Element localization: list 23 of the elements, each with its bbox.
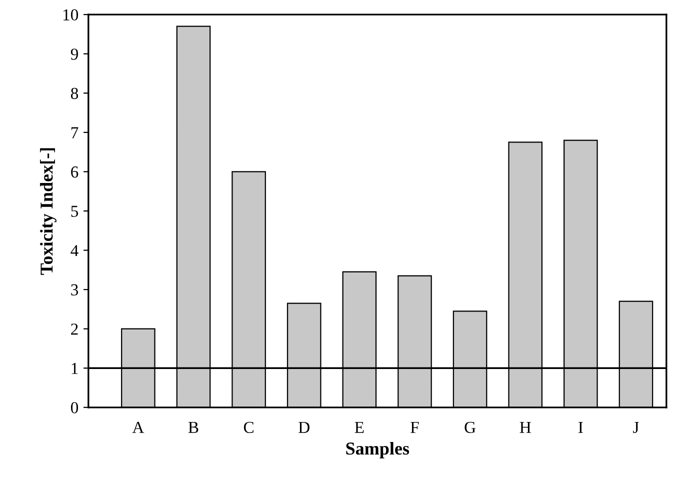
y-tick-label: 4 (70, 245, 78, 256)
x-tick-label: A (132, 422, 144, 433)
x-tick-label: F (410, 422, 419, 433)
y-tick-label: 8 (70, 88, 78, 100)
x-tick-label: E (354, 422, 364, 433)
y-tick-label: 2 (71, 324, 78, 335)
y-tick-label: 6 (71, 166, 78, 178)
y-tick-label: 0 (70, 402, 78, 414)
x-tick-label: G (464, 422, 476, 434)
y-tick-label: 3 (71, 284, 78, 296)
y-tick-label: 1 (72, 362, 78, 374)
x-axis-title: Samples (346, 442, 410, 458)
y-tick-label: 10 (63, 9, 78, 20)
x-tick-label: D (298, 422, 310, 433)
y-tick-label: 9 (70, 48, 78, 60)
x-tick-label: I (578, 422, 583, 433)
x-tick-label: J (633, 422, 639, 434)
x-tick-label: C (244, 422, 254, 434)
x-tick-label: H (520, 422, 531, 433)
y-tick-label: 5 (71, 206, 78, 217)
y-tick-label: 7 (71, 127, 78, 138)
y-axis-title: Toxicity Index[-] (40, 148, 56, 275)
x-tick-label: B (188, 422, 198, 433)
